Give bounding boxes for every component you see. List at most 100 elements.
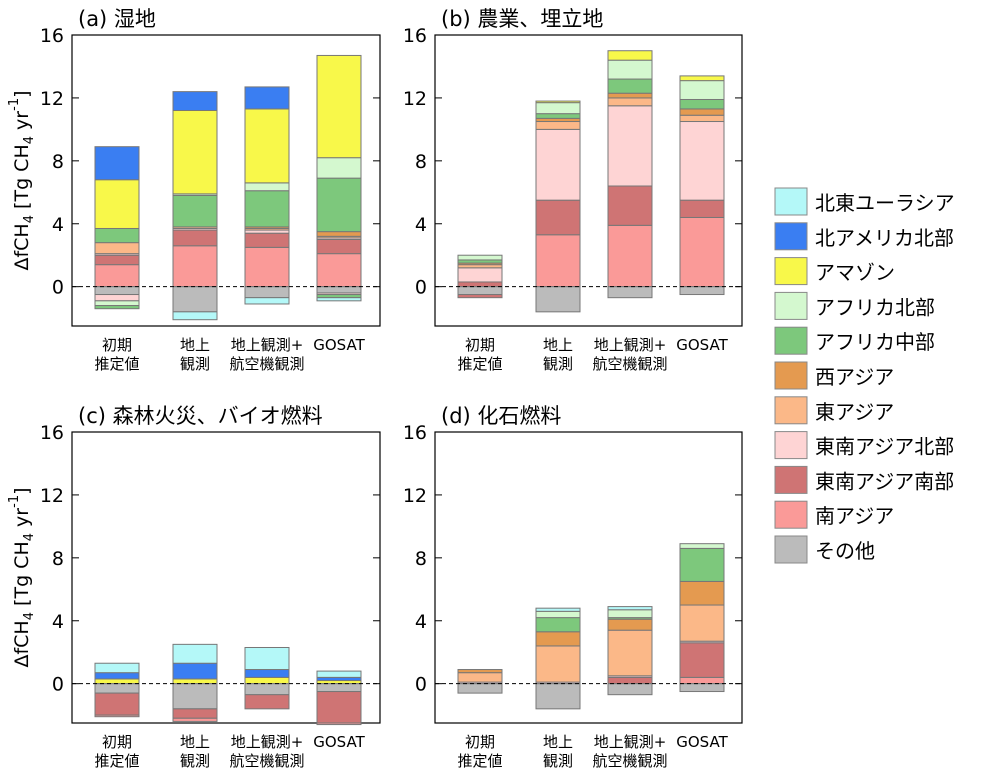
bar-other (607, 286, 653, 299)
legend-swatch (774, 431, 808, 460)
bar-se-asia-south (607, 185, 653, 226)
legend-label: アフリカ中部 (815, 330, 935, 354)
bar-se-asia-south (172, 708, 218, 719)
category-label: GOSAT (676, 733, 728, 751)
legend-item-ne-eurasia: 北東ユーラシア (774, 187, 955, 216)
category-label: 地上観測+ (231, 336, 304, 354)
y-tick-label: 0 (415, 674, 427, 696)
bar-other (244, 286, 290, 299)
category-label: 推定値 (457, 355, 502, 373)
category-label: 航空機観測 (229, 355, 304, 373)
y-tick-label: 4 (52, 214, 64, 236)
category-label: 地上観測+ (594, 336, 667, 354)
bar-africa-central (316, 177, 362, 233)
bar-africa-north (607, 609, 653, 619)
bar-africa-central (535, 113, 581, 119)
bar-other (607, 683, 653, 696)
bar-se-asia-south (607, 676, 653, 685)
panel-title: (d) 化石燃料 (441, 404, 561, 428)
bar-africa-central (244, 190, 290, 228)
legend-swatch (774, 465, 808, 494)
legend-label: 北東ユーラシア (815, 191, 955, 215)
plot-frame (434, 431, 743, 724)
bar-na-north (244, 669, 290, 678)
y-tick-label: 16 (40, 25, 64, 47)
bar-ne-eurasia (607, 606, 653, 611)
category-label: 地上 (180, 733, 210, 751)
plot-frame (71, 431, 381, 724)
bar-se-asia-south (679, 642, 725, 678)
legend-item-africa-north: アフリカ北部 (774, 291, 935, 320)
bar-other (679, 683, 725, 693)
bar-west-asia (457, 669, 503, 674)
legend-swatch (774, 500, 808, 529)
bar-amazon (172, 110, 218, 195)
bar-se-asia-south (172, 229, 218, 247)
bar-amazon (172, 678, 218, 685)
bar-ne-eurasia (316, 670, 362, 678)
bar-se-asia-north (535, 128, 581, 201)
legend-label: 西アジア (815, 365, 894, 389)
category-label: 推定値 (457, 752, 502, 770)
legend-item-se-asia-north: 東南アジア北部 (774, 431, 954, 460)
legend-swatch (774, 361, 808, 390)
bar-se-asia-south (94, 254, 140, 266)
bar-east-asia (679, 604, 725, 642)
bar-se-asia-south (679, 199, 725, 218)
bar-se-asia-south (535, 199, 581, 236)
bar-na-north (94, 672, 140, 680)
legend-label: 東アジア (815, 400, 894, 424)
category-label: 航空機観測 (592, 752, 667, 770)
legend-label: 東南アジア北部 (815, 435, 954, 459)
bar-east-asia (457, 672, 503, 683)
bar-africa-north (94, 300, 140, 307)
bar-amazon (607, 50, 653, 61)
panel-title: (b) 農業、埋立地 (441, 7, 603, 31)
bar-east-asia (535, 645, 581, 683)
bar-other (316, 683, 362, 693)
bar-ne-eurasia (316, 297, 362, 302)
bar-se-asia-south (457, 281, 503, 288)
bar-africa-central (679, 547, 725, 582)
legend-label: 北アメリカ北部 (815, 226, 954, 250)
category-label: 観測 (543, 355, 573, 373)
bar-se-asia-south (457, 294, 503, 299)
legend-label: 南アジア (815, 504, 894, 528)
bar-other (316, 286, 362, 294)
bar-se-asia-south (94, 692, 140, 716)
bar-se-asia-north (457, 267, 503, 283)
bar-south-asia (94, 714, 140, 718)
bar-west-asia (535, 631, 581, 647)
category-label: GOSAT (313, 733, 365, 751)
bar-na-north (172, 91, 218, 112)
bar-se-asia-north (679, 121, 725, 201)
bar-west-asia (607, 92, 653, 99)
legend-item-na-north: 北アメリカ北部 (774, 222, 954, 251)
bar-africa-north (535, 102, 581, 115)
bar-se-asia-south (244, 232, 290, 248)
bar-africa-north (679, 80, 725, 100)
y-tick-label: 8 (415, 548, 427, 570)
category-label: GOSAT (676, 336, 728, 354)
y-tick-label: 8 (52, 548, 64, 570)
bar-east-asia (94, 242, 140, 255)
y-tick-label: 4 (52, 611, 64, 633)
category-label: 初期 (465, 733, 495, 751)
category-label: 航空機観測 (592, 355, 667, 373)
bar-se-asia-north (607, 105, 653, 187)
legend-item-se-asia-south: 東南アジア南部 (774, 465, 954, 494)
bar-africa-north (607, 59, 653, 80)
bar-africa-north (244, 182, 290, 192)
bar-other (94, 683, 140, 694)
bar-ne-eurasia (94, 662, 140, 674)
bar-se-asia-north (94, 294, 140, 302)
bar-west-asia (679, 108, 725, 116)
legend-label: その他 (815, 539, 875, 563)
category-label: 推定値 (94, 355, 139, 373)
category-label: 観測 (543, 752, 573, 770)
bar-se-asia-south (316, 691, 362, 724)
bar-africa-central (94, 305, 140, 310)
category-label: 観測 (180, 355, 210, 373)
bar-amazon (94, 678, 140, 685)
bar-ne-eurasia (244, 297, 290, 305)
